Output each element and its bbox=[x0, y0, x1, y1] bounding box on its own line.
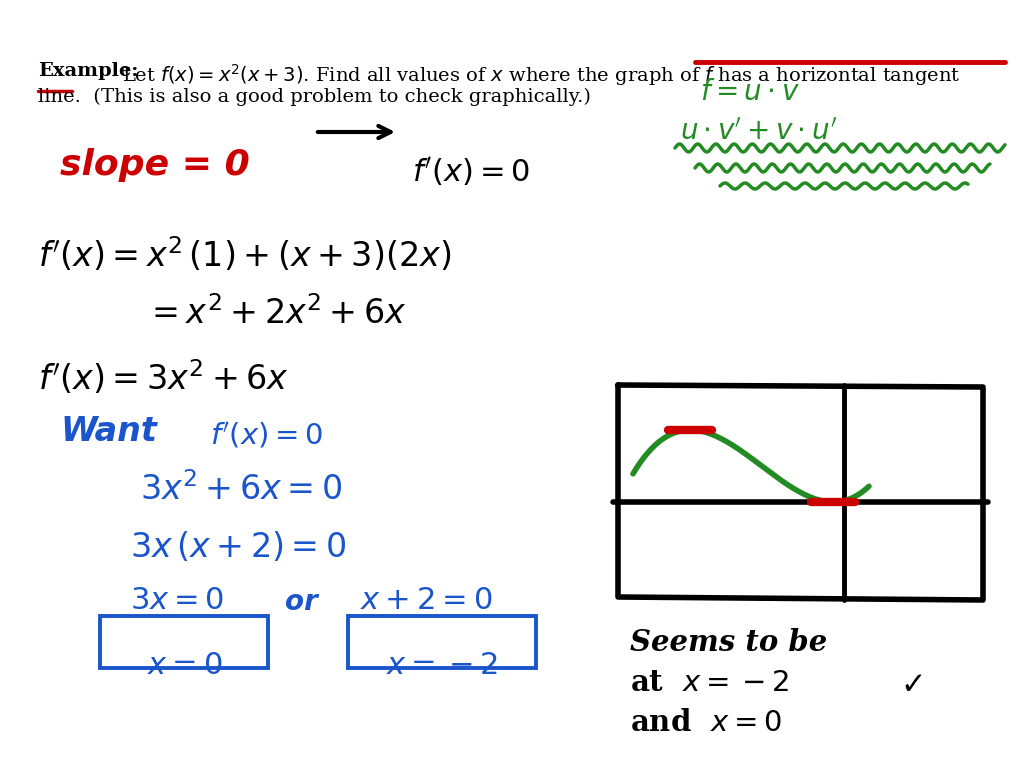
Text: $3x=0$: $3x=0$ bbox=[130, 585, 224, 616]
Text: $x+2=0$: $x+2=0$ bbox=[360, 585, 493, 616]
Text: $3x^2+6x = 0$: $3x^2+6x = 0$ bbox=[140, 472, 342, 507]
Text: Seems to be: Seems to be bbox=[630, 628, 827, 657]
Text: or: or bbox=[285, 588, 317, 616]
Text: line.  (This is also a good problem to check graphically.): line. (This is also a good problem to ch… bbox=[38, 88, 591, 106]
Text: $f = u \cdot v$: $f = u \cdot v$ bbox=[700, 78, 800, 106]
Bar bbox=[348, 616, 536, 668]
Text: $\checkmark$: $\checkmark$ bbox=[900, 668, 923, 699]
Text: Example:: Example: bbox=[38, 62, 138, 80]
Text: slope = 0: slope = 0 bbox=[60, 148, 250, 182]
Text: and  $x = 0$: and $x = 0$ bbox=[630, 708, 782, 737]
Text: $f'(x) = 0$: $f'(x) = 0$ bbox=[210, 420, 323, 450]
Text: $u \cdot v' + v \cdot u'$: $u \cdot v' + v \cdot u'$ bbox=[680, 118, 838, 146]
Text: Let $f(x) = x^2(x+3)$. Find all values of $x$ where the graph of $f$ has a horiz: Let $f(x) = x^2(x+3)$. Find all values o… bbox=[122, 62, 961, 88]
Bar bbox=[100, 616, 268, 668]
Text: $f'(x) = 3x^2+6x$: $f'(x) = 3x^2+6x$ bbox=[38, 358, 289, 397]
Text: $3x\,(x+2) = 0$: $3x\,(x+2) = 0$ bbox=[130, 530, 346, 564]
Text: $x = 0$: $x = 0$ bbox=[147, 650, 223, 681]
Text: $f'(x) = x^2\,(1) + (x+3)(2x)$: $f'(x) = x^2\,(1) + (x+3)(2x)$ bbox=[38, 235, 452, 274]
Text: $f'(x) = 0$: $f'(x) = 0$ bbox=[412, 155, 530, 188]
Text: $= x^2 + 2x^2+6x$: $= x^2 + 2x^2+6x$ bbox=[145, 296, 407, 331]
Text: at  $x = -2$: at $x = -2$ bbox=[630, 668, 788, 697]
Text: Want: Want bbox=[60, 415, 157, 448]
Text: $x = -2$: $x = -2$ bbox=[386, 650, 498, 681]
